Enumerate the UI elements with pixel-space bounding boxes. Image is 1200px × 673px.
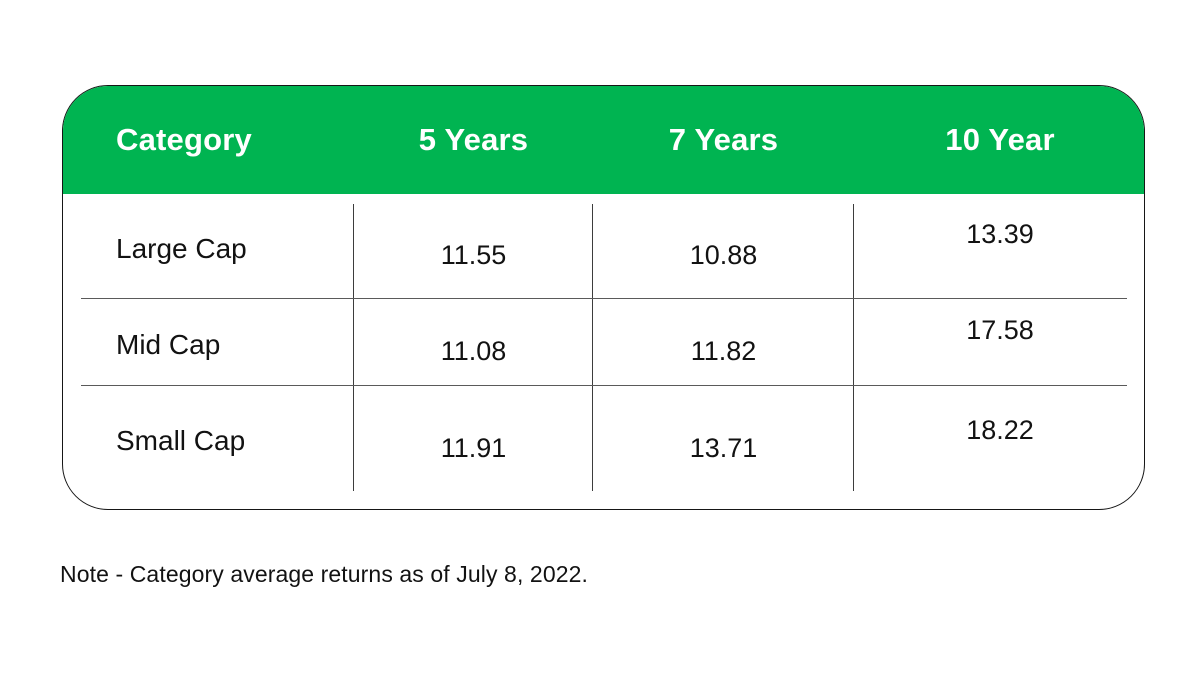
cell-category: Large Cap — [116, 232, 247, 264]
header-7-years: 7 Years — [668, 122, 779, 157]
cell-7y-value: 13.71 — [689, 433, 758, 463]
cell-5y-value: 11.55 — [440, 240, 507, 270]
table-body: Large Cap 11.55 10.88 13.39 Mid Cap 11.0… — [63, 194, 1144, 509]
returns-table-card: Category 5 Years 7 Years 10 Year Large C… — [62, 85, 1145, 510]
cell-5y-value: 11.91 — [440, 433, 507, 463]
column-divider — [353, 204, 354, 491]
cell-5y-value: 11.08 — [440, 336, 507, 366]
header-category: Category — [116, 122, 252, 157]
cell-10y-value: 18.22 — [966, 415, 1034, 445]
table-row: Mid Cap 11.08 11.82 17.58 — [63, 299, 1144, 386]
header-10-year: 10 Year — [945, 122, 1055, 157]
column-divider — [592, 204, 593, 491]
table-row: Large Cap 11.55 10.88 13.39 — [63, 194, 1144, 299]
cell-10y-value: 13.39 — [966, 219, 1034, 249]
cell-category: Mid Cap — [116, 328, 221, 360]
cell-category: Small Cap — [116, 424, 246, 456]
table-header-row: Category 5 Years 7 Years 10 Year — [63, 86, 1144, 194]
cell-7y-value: 10.88 — [689, 240, 758, 270]
table-row: Small Cap 11.91 13.71 18.22 — [63, 386, 1144, 509]
header-5-years: 5 Years — [418, 122, 529, 157]
footnote: Note - Category average returns as of Ju… — [60, 561, 588, 587]
column-divider — [853, 204, 854, 491]
cell-10y-value: 17.58 — [966, 315, 1034, 345]
cell-7y-value: 11.82 — [690, 336, 757, 366]
